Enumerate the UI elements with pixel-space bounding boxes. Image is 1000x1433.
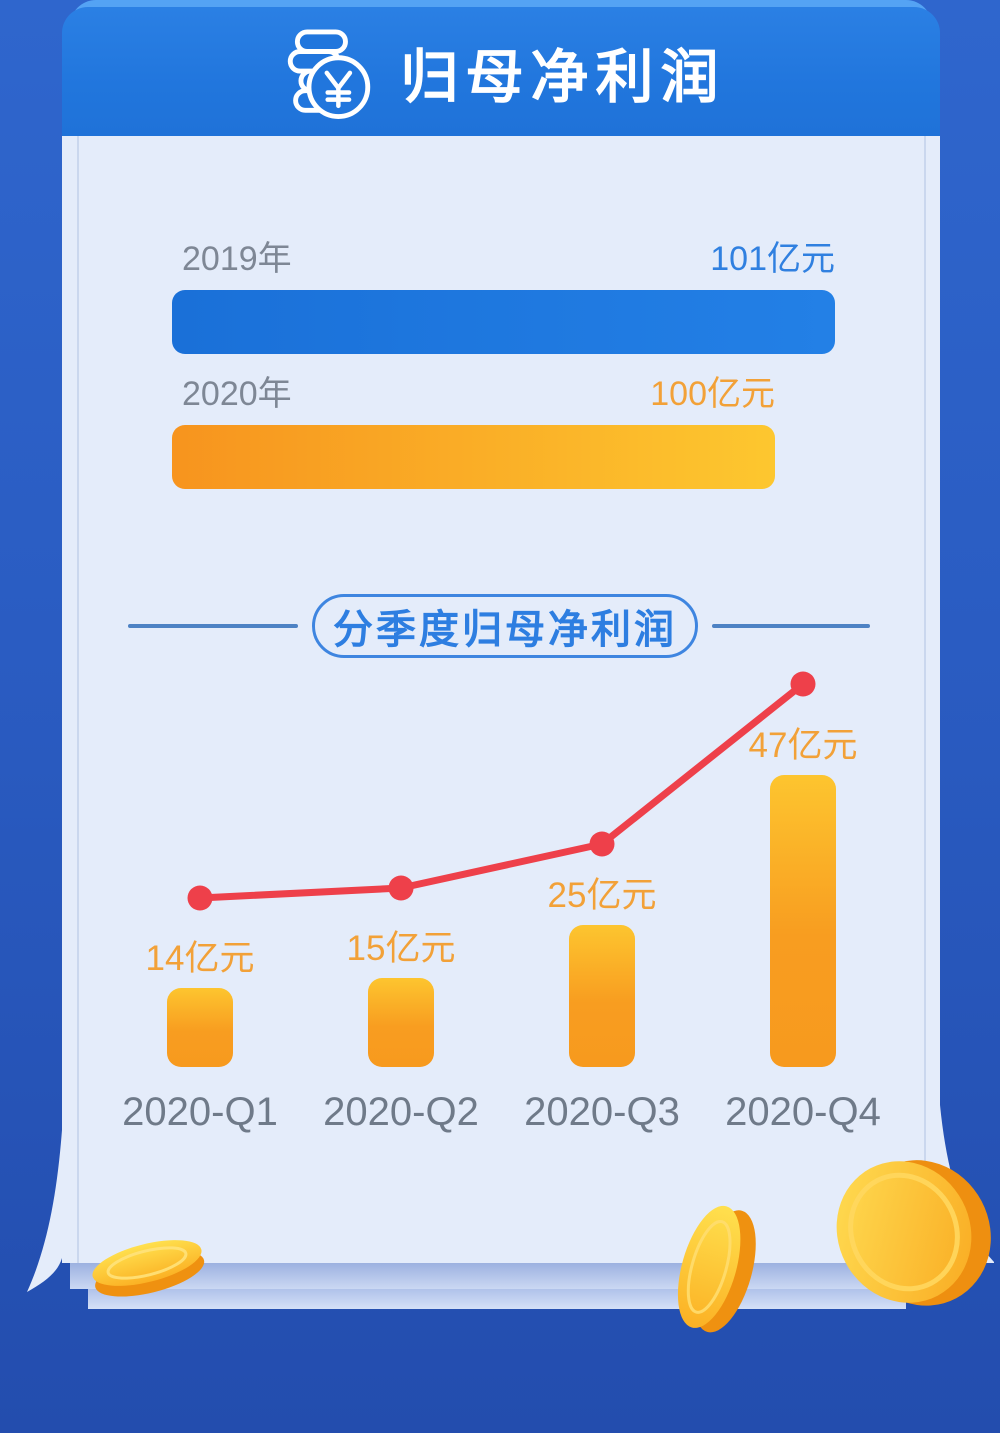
quarter-tick-label: 2020-Q1: [122, 1090, 278, 1134]
stacked-sheet-2: [70, 1263, 910, 1289]
quarterly-chart: 14亿元 2020-Q1 15亿元 2020-Q2 25亿元 2020-Q3 47亿元 202…: [100, 660, 900, 1140]
trend-dot: [589, 831, 615, 857]
quarter-bar-2020-Q3: [569, 925, 635, 1067]
bar-2020: [172, 425, 775, 489]
card-header: 归母净利润: [62, 7, 940, 136]
divider-line-right: [712, 624, 870, 628]
quarter-tick-label: 2020-Q3: [524, 1090, 680, 1134]
paper-edge-line-left: [77, 136, 79, 1263]
quarter-bar-2020-Q2: [368, 978, 434, 1067]
quarter-value-label: 47亿元: [748, 726, 858, 765]
section-title: 分季度归母净利润: [333, 608, 677, 652]
divider-line-left: [128, 624, 298, 628]
annual-row-2019: 2019年 101亿元: [172, 237, 835, 354]
bar-2019: [172, 290, 835, 354]
quarter-tick-label: 2020-Q4: [725, 1090, 881, 1134]
annual-comparison-chart: 2019年 101亿元 2020年 100亿元: [172, 237, 835, 489]
quarter-bar-2020-Q4: [770, 775, 836, 1067]
stacked-sheet-3: [88, 1289, 906, 1309]
coins-yuan-icon: [288, 28, 371, 119]
quarter-value-label: 25亿元: [547, 876, 657, 915]
value-label-2019: 101亿元: [710, 240, 835, 278]
section-title-pill: 分季度归母净利润: [312, 594, 698, 658]
trend-dot: [187, 885, 213, 911]
quarter-bar-2020-Q1: [167, 988, 233, 1067]
paper-edge-line-right: [924, 136, 926, 1263]
trend-dot: [388, 875, 414, 901]
year-label-2019: 2019年: [182, 240, 292, 278]
quarter-value-label: 14亿元: [145, 939, 255, 978]
quarter-value-label: 15亿元: [346, 929, 456, 968]
annual-row-2020: 2020年 100亿元: [172, 372, 835, 489]
value-label-2020: 100亿元: [650, 375, 775, 413]
year-label-2020: 2020年: [182, 375, 292, 413]
page-title: 归母净利润: [400, 44, 726, 110]
trend-dot: [790, 671, 816, 697]
quarter-tick-label: 2020-Q2: [323, 1090, 479, 1134]
